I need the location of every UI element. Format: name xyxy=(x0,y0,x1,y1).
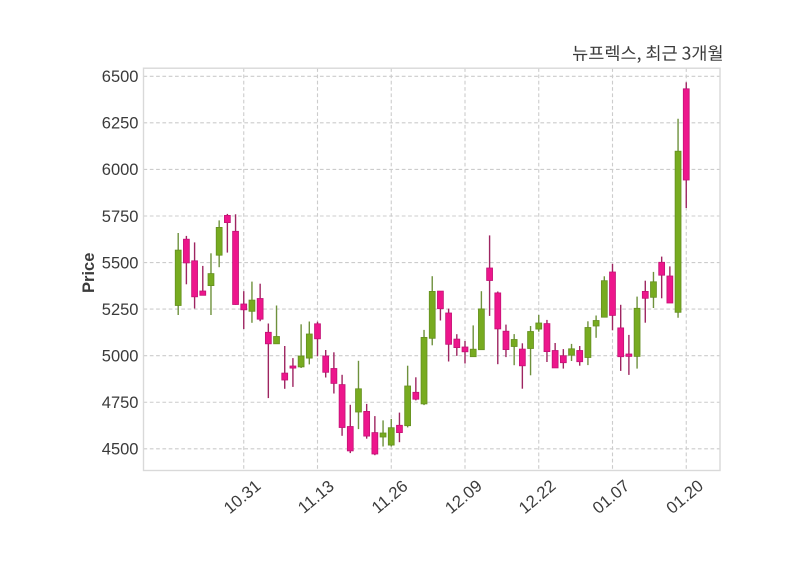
svg-text:6500: 6500 xyxy=(102,68,139,86)
svg-text:Price: Price xyxy=(80,253,98,293)
svg-text:4750: 4750 xyxy=(102,394,139,412)
svg-text:4500: 4500 xyxy=(102,441,139,459)
svg-text:5500: 5500 xyxy=(102,254,139,272)
svg-text:5750: 5750 xyxy=(102,208,139,226)
svg-text:6000: 6000 xyxy=(102,161,139,179)
svg-text:6250: 6250 xyxy=(102,115,139,133)
svg-text:5250: 5250 xyxy=(102,301,139,319)
svg-text:5000: 5000 xyxy=(102,347,139,365)
